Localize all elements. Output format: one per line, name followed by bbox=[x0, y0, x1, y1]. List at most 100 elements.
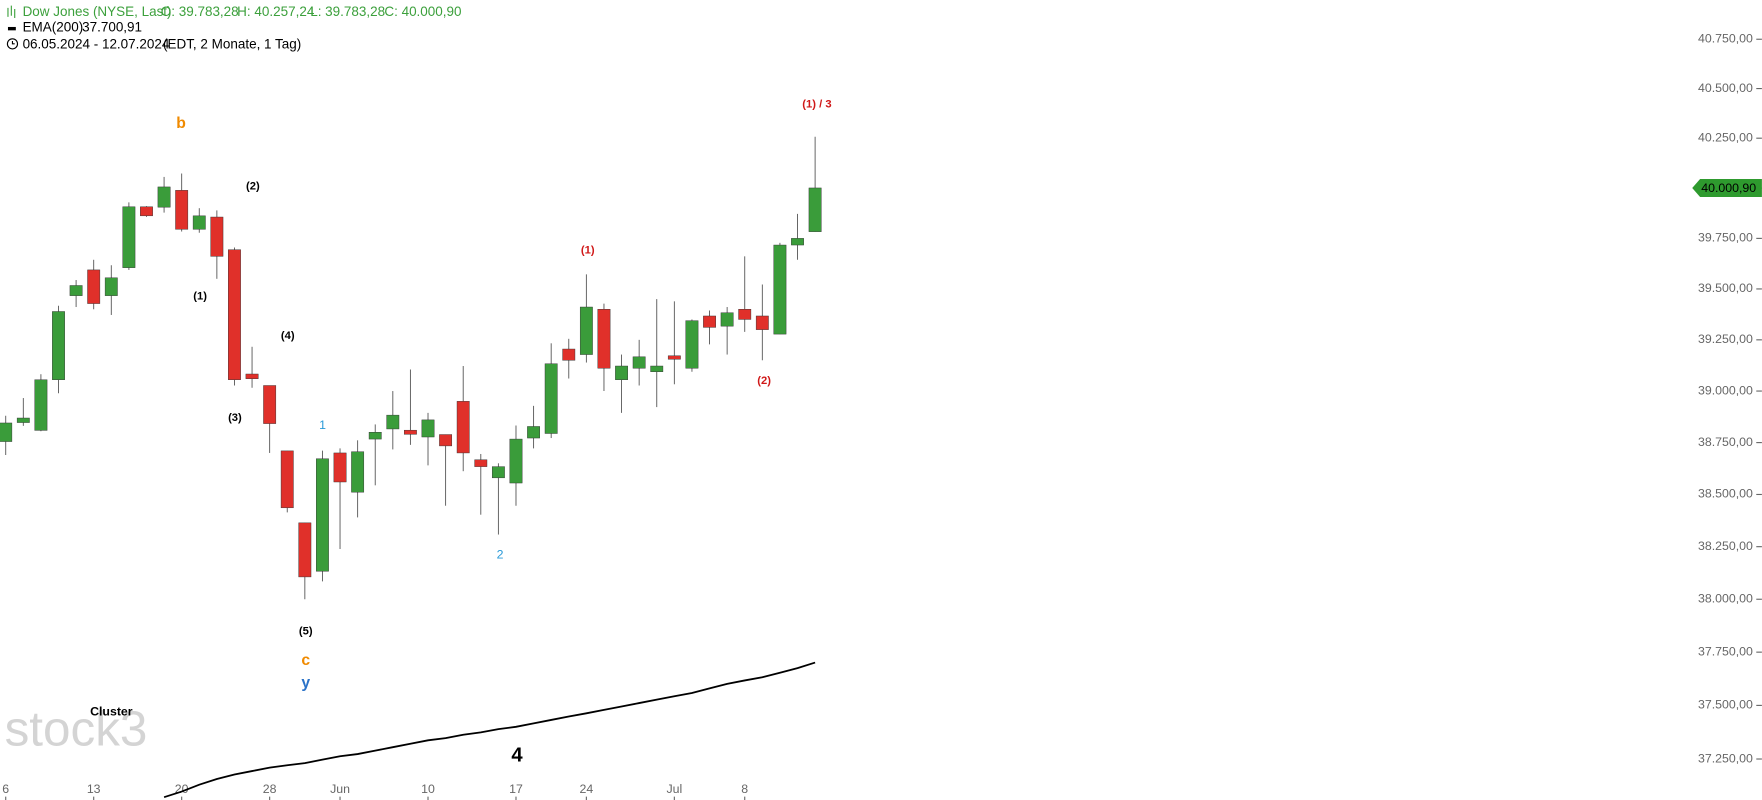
candle bbox=[351, 440, 365, 518]
y-tick-label: 38.000,00 bbox=[1698, 592, 1753, 606]
candle bbox=[755, 284, 769, 361]
candle-body bbox=[720, 312, 734, 327]
candle bbox=[16, 398, 30, 426]
candle-body bbox=[738, 309, 752, 320]
x-tick-label: Jul bbox=[666, 782, 682, 796]
candle bbox=[439, 434, 453, 506]
candle bbox=[386, 391, 400, 450]
candle-body bbox=[509, 438, 523, 484]
candle bbox=[157, 176, 171, 213]
candle bbox=[210, 210, 224, 279]
y-tick-label: 38.250,00 bbox=[1698, 539, 1753, 553]
candle-body bbox=[562, 348, 576, 361]
ema-line bbox=[163, 661, 816, 799]
candle bbox=[298, 522, 312, 600]
candle bbox=[421, 412, 435, 466]
candle bbox=[404, 369, 417, 445]
candle bbox=[791, 213, 804, 260]
candle bbox=[456, 366, 470, 472]
wave-annotation: 2 bbox=[497, 547, 504, 561]
candle bbox=[738, 256, 752, 332]
candle-body bbox=[316, 458, 329, 572]
candle bbox=[720, 307, 734, 355]
subtitle: (EDT, 2 Monate, 1 Tag) bbox=[163, 37, 301, 52]
candle bbox=[140, 206, 153, 217]
candle-body bbox=[52, 311, 65, 380]
date-range: 06.05.2024 - 12.07.2024 bbox=[23, 37, 170, 52]
wave-annotation: b bbox=[176, 115, 186, 132]
wave-annotation: (3) bbox=[228, 412, 242, 424]
candle-body bbox=[140, 206, 153, 217]
wave-annotation: (4) bbox=[281, 330, 295, 342]
clock-icon bbox=[6, 38, 19, 50]
candle-body bbox=[456, 401, 470, 454]
candle-body bbox=[351, 451, 365, 493]
candle bbox=[615, 354, 628, 413]
candle bbox=[808, 136, 822, 232]
ohlc-close: C: 40.000,90 bbox=[384, 4, 461, 19]
candle-body bbox=[175, 190, 189, 230]
candle bbox=[263, 385, 277, 453]
candle-body bbox=[685, 320, 699, 369]
candle-body bbox=[263, 385, 277, 424]
candle bbox=[509, 425, 523, 506]
candle-body bbox=[104, 277, 118, 296]
candle bbox=[69, 280, 83, 308]
candle bbox=[52, 305, 65, 394]
candle-body bbox=[421, 419, 435, 438]
watermark-group: stock3 bbox=[5, 702, 148, 757]
candle bbox=[579, 274, 593, 363]
x-tick-label: 17 bbox=[509, 782, 523, 796]
candle bbox=[773, 242, 787, 335]
candle-body bbox=[474, 459, 488, 467]
candle-body bbox=[404, 429, 417, 435]
candle-body bbox=[439, 434, 453, 447]
candle-body bbox=[597, 309, 611, 369]
candle-body bbox=[527, 426, 540, 439]
candle-body bbox=[34, 379, 48, 431]
candle bbox=[316, 450, 329, 582]
candle-body bbox=[0, 422, 13, 442]
x-tick-label: 6 bbox=[2, 782, 9, 796]
candle-body bbox=[615, 365, 628, 380]
last-price-tag bbox=[1692, 178, 1762, 197]
y-tick-label: 40.250,00 bbox=[1698, 130, 1753, 144]
candle-body bbox=[773, 244, 787, 335]
candle bbox=[597, 303, 611, 392]
candle bbox=[650, 299, 664, 408]
instrument-icon bbox=[7, 5, 16, 18]
candle-body bbox=[667, 355, 681, 360]
x-tick-label: 28 bbox=[263, 782, 277, 796]
candle bbox=[34, 374, 48, 432]
watermark: stock3 bbox=[5, 702, 148, 757]
wave-annotation: Cluster bbox=[90, 705, 133, 719]
candle bbox=[228, 247, 241, 386]
candle bbox=[632, 339, 646, 386]
candle bbox=[368, 424, 382, 486]
y-tick-label: 38.750,00 bbox=[1698, 435, 1753, 449]
chart-title: Dow Jones (NYSE, Last) bbox=[23, 4, 172, 19]
candle-body bbox=[245, 373, 259, 379]
overlay-last: 37.700,91 bbox=[82, 20, 142, 35]
y-tick-label: 39.750,00 bbox=[1698, 231, 1753, 245]
overlay-name: EMA(200) bbox=[23, 20, 84, 35]
candle-body bbox=[703, 315, 716, 328]
x-tick-label: 13 bbox=[87, 782, 101, 796]
last-price-label: 40.000,90 bbox=[1701, 181, 1756, 195]
ohlc-high: H: 40.257,24 bbox=[237, 4, 315, 19]
candle bbox=[527, 405, 540, 449]
candle-body bbox=[157, 186, 171, 208]
candle-body bbox=[228, 249, 241, 380]
x-tick-label: 8 bbox=[741, 782, 748, 796]
candle bbox=[192, 208, 206, 233]
wave-annotation: c bbox=[301, 652, 310, 669]
y-tick-label: 37.500,00 bbox=[1698, 698, 1753, 712]
overlay-legend-swatch bbox=[7, 26, 16, 31]
candle bbox=[667, 301, 681, 385]
candle bbox=[87, 259, 101, 310]
ohlc-open: O: 39.783,28 bbox=[161, 4, 239, 19]
candle-body bbox=[69, 285, 83, 296]
